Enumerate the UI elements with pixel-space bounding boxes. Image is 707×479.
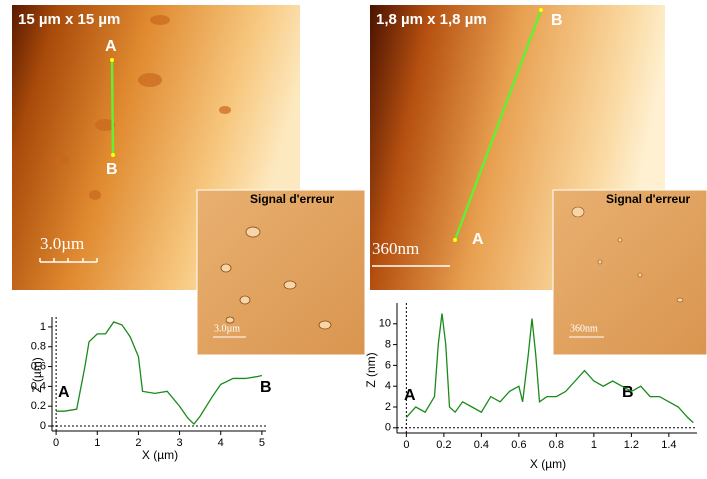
y-tick-label: 0.4 bbox=[31, 380, 46, 392]
inset-title: Signal d'erreur bbox=[606, 192, 691, 206]
profile-line bbox=[110, 59, 115, 156]
point-label: A bbox=[105, 38, 117, 55]
x-tick-label: 1.4 bbox=[661, 439, 676, 451]
y-tick-label: 0.6 bbox=[31, 360, 46, 372]
point-marker bbox=[539, 8, 543, 12]
inset-scale-label: 3.0µm bbox=[214, 323, 240, 334]
y-tick-label: 10 bbox=[379, 318, 391, 330]
x-axis-label: X (µm) bbox=[142, 448, 178, 462]
y-tick-label: 8 bbox=[385, 339, 391, 351]
inset-image bbox=[552, 189, 707, 356]
y-tick-label: 0 bbox=[385, 422, 391, 434]
x-tick-label: 2 bbox=[135, 437, 141, 449]
x-tick-label: 5 bbox=[259, 437, 265, 449]
annotation: A bbox=[58, 384, 70, 401]
x-tick-label: 0 bbox=[403, 439, 409, 451]
point-marker bbox=[110, 58, 114, 62]
scale-bar-label: 3.0µm bbox=[40, 234, 84, 253]
inset-title: Signal d'erreur bbox=[250, 192, 335, 206]
y-tick-label: 1 bbox=[40, 321, 46, 333]
annotation: B bbox=[622, 384, 634, 401]
scale-bar-label: 360nm bbox=[372, 239, 419, 258]
x-tick-label: 1.2 bbox=[624, 439, 639, 451]
y-tick-label: 4 bbox=[385, 380, 391, 392]
point-label: A bbox=[472, 231, 484, 248]
x-tick-label: 1 bbox=[591, 439, 597, 451]
image-title: 15 µm x 15 µm bbox=[18, 11, 120, 28]
point-marker bbox=[111, 153, 115, 157]
point-marker bbox=[453, 238, 457, 242]
x-tick-label: 0.2 bbox=[436, 439, 451, 451]
features bbox=[54, 15, 231, 200]
inset-features bbox=[571, 206, 684, 303]
annotation: A bbox=[404, 387, 416, 404]
y-tick-label: 6 bbox=[385, 359, 391, 371]
scale-bar bbox=[39, 258, 98, 263]
y-tick-label: 0 bbox=[40, 420, 46, 432]
inset-image bbox=[196, 189, 366, 356]
x-tick-label: 3 bbox=[177, 437, 183, 449]
y-tick-label: 2 bbox=[385, 401, 391, 413]
point-label: B bbox=[551, 12, 563, 29]
x-tick-label: 0.8 bbox=[549, 439, 564, 451]
x-tick-label: 0.4 bbox=[474, 439, 489, 451]
x-tick-label: 4 bbox=[218, 437, 224, 449]
inset-features bbox=[220, 226, 332, 330]
y-axis-label: Z (µm) bbox=[30, 357, 44, 393]
data-line bbox=[405, 313, 694, 424]
data-line bbox=[56, 321, 263, 426]
inset-scale-label: 360nm bbox=[570, 323, 598, 334]
y-axis-label: Z (nm) bbox=[364, 352, 378, 387]
y-tick-label: 0.8 bbox=[31, 341, 46, 353]
annotation: B bbox=[260, 379, 272, 396]
y-tick-label: 0.2 bbox=[31, 400, 46, 412]
x-tick-label: 0.6 bbox=[511, 439, 526, 451]
x-axis-label: X (µm) bbox=[530, 457, 566, 471]
image-title: 1,8 µm x 1,8 µm bbox=[376, 11, 487, 28]
profile-line bbox=[453, 9, 543, 241]
x-tick-label: 0 bbox=[53, 437, 59, 449]
x-tick-label: 1 bbox=[94, 437, 100, 449]
point-label: B bbox=[106, 161, 118, 178]
